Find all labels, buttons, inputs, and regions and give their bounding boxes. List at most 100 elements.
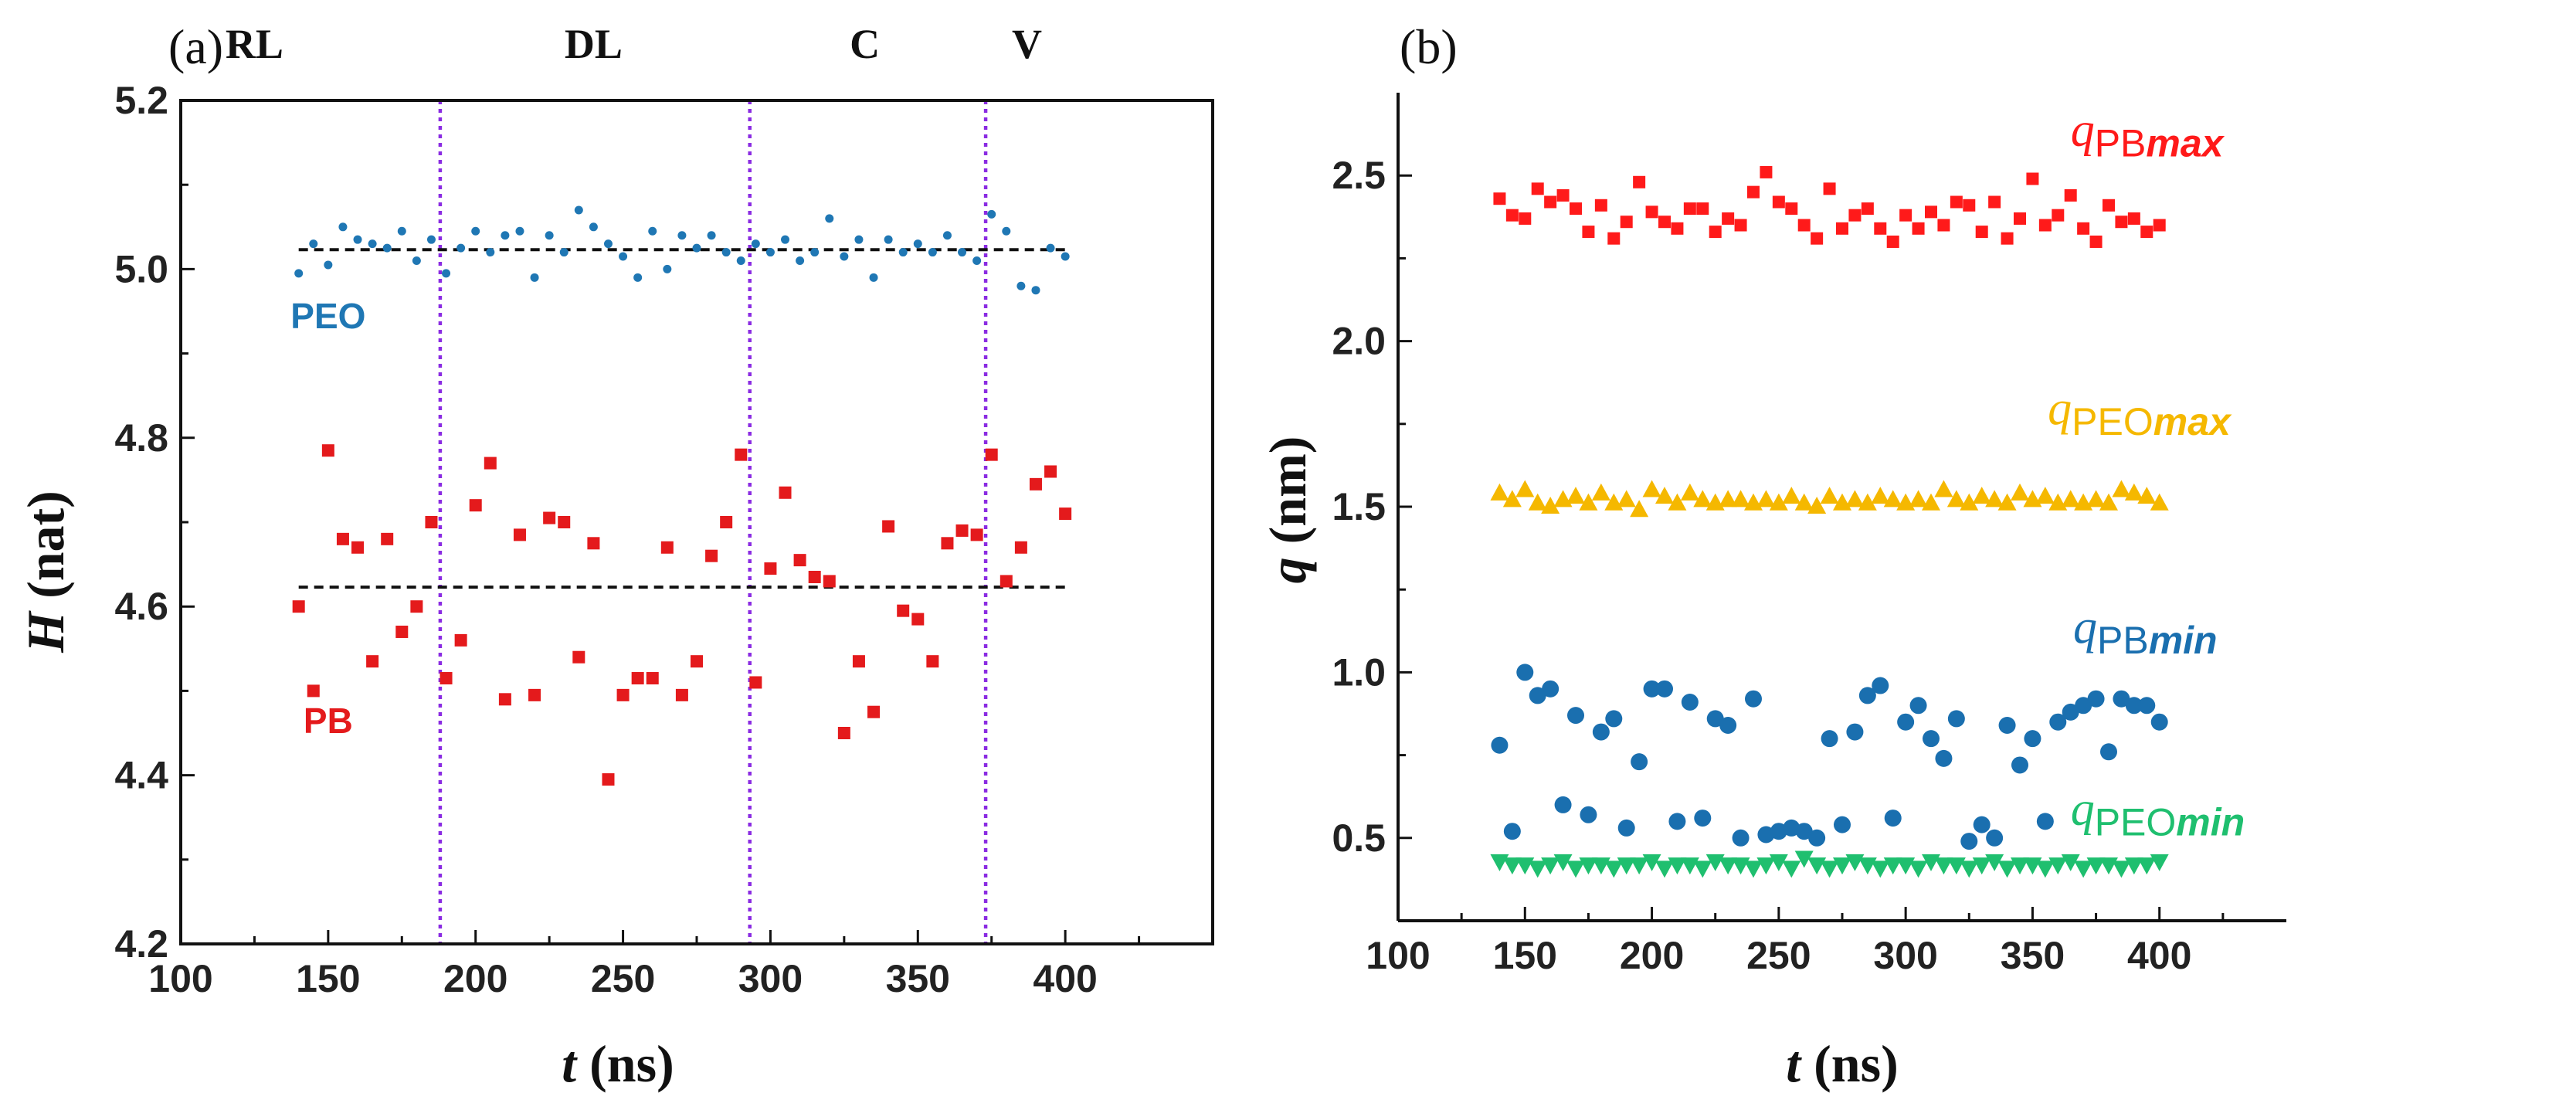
y-tick-label: 2.5 (1332, 154, 1386, 197)
point-peo (958, 248, 967, 257)
point-qpeomax (2124, 483, 2143, 501)
point-qpeomax (1871, 487, 1890, 504)
point-qpbmax (1493, 192, 1506, 205)
point-qpbmin (1605, 710, 1623, 728)
y-axis-title: H (nat) (16, 491, 75, 653)
x-tick-label: 100 (148, 957, 212, 1000)
point-pb (1014, 541, 1027, 554)
point-pb (587, 537, 600, 550)
point-peo (633, 273, 643, 282)
point-peo (1016, 281, 1026, 290)
point-qpbmin (1694, 810, 1712, 827)
point-qpbmax (2038, 219, 2052, 232)
point-qpbmin (1745, 690, 1762, 708)
point-qpbmin (1846, 723, 1864, 741)
point-qpeomin (2035, 861, 2055, 878)
series-label-pb: PB (304, 701, 353, 741)
point-qpbmax (1823, 182, 1836, 195)
point-qpeomin (1719, 857, 1738, 875)
point-qpbmax (2103, 199, 2115, 212)
point-peo (751, 239, 760, 249)
point-peo (456, 243, 466, 253)
point-qpbmax (1950, 195, 1963, 209)
point-qpeomin (1871, 861, 1890, 878)
x-tick-label: 400 (1033, 957, 1097, 1000)
point-peo (1031, 286, 1040, 295)
point-qpeomin (1883, 857, 1902, 875)
point-qpbmax (1937, 219, 1950, 232)
point-peo (721, 248, 731, 257)
series-label-qpeomax: qPEOmax (2048, 382, 2232, 443)
x-axis-title: t (ns) (562, 1034, 674, 1093)
point-pb (1000, 575, 1013, 588)
point-qpbmax (1760, 165, 1773, 178)
point-qpbmin (1986, 829, 2004, 847)
point-pb (1029, 477, 1042, 491)
point-qpeomax (1541, 497, 1560, 514)
point-qpeomax (2150, 493, 2169, 511)
point-qpbmax (1582, 226, 1595, 239)
point-qpeomin (1566, 861, 1585, 878)
point-qpbmax (2140, 226, 2153, 239)
series-label-sub-italic: min (2176, 801, 2245, 844)
point-pb (454, 633, 467, 647)
x-tick-label: 150 (1493, 934, 1557, 977)
point-qpeomax (1668, 493, 1687, 511)
point-pb (1059, 507, 1072, 521)
point-pb (985, 448, 998, 461)
point-qpbmin (1960, 833, 1978, 850)
point-qpbmin (2150, 713, 2168, 731)
point-qpeomax (1693, 490, 1712, 507)
point-pb (823, 575, 836, 588)
point-qpbmax (1570, 202, 1582, 216)
point-qpeomax (1946, 490, 1966, 507)
point-qpeomax (1502, 490, 1522, 507)
point-qpeomin (1604, 861, 1624, 878)
point-peo (545, 231, 554, 240)
point-qpbmin (2113, 690, 2130, 708)
point-qpbmin (1897, 713, 1915, 731)
point-pb (735, 448, 748, 461)
point-qpeomax (2137, 487, 2157, 504)
point-qpbmin (1935, 749, 1953, 767)
point-qpbmin (1554, 796, 1572, 813)
point-qpeomin (1744, 861, 1763, 878)
point-pb (660, 541, 674, 554)
point-peo (928, 248, 937, 257)
point-qpbmax (1709, 226, 1722, 239)
point-peo (692, 243, 701, 253)
y-tick-label: 4.4 (114, 754, 168, 797)
point-qpeomax (1997, 493, 2017, 511)
point-qpbmin (1592, 723, 1610, 741)
point-peo (854, 235, 864, 244)
point-qpeomax (2011, 483, 2029, 501)
x-tick-label: 400 (2127, 934, 2191, 977)
point-qpbmax (2026, 172, 2039, 185)
point-qpbmin (2062, 703, 2079, 721)
point-qpbmin (1872, 677, 1889, 694)
point-peo (338, 222, 348, 232)
data-points (292, 205, 1072, 786)
point-qpeomax (1782, 487, 1801, 504)
point-pb (351, 541, 365, 554)
point-qpeomin (1553, 854, 1573, 871)
point-qpbmax (1734, 219, 1747, 232)
point-qpbmin (1923, 730, 1940, 748)
point-pb (498, 693, 511, 706)
x-tick-label: 150 (296, 957, 360, 1000)
point-peo (530, 273, 539, 282)
point-qpbmin (1706, 710, 1724, 728)
point-qpbmin (2011, 756, 2028, 774)
y-axis-title: q (nm) (1258, 436, 1317, 584)
point-qpbmax (2115, 216, 2128, 229)
point-qpbmin (1719, 717, 1737, 735)
panel-a: (a) RL DL C V PEO PB 100 150 200 250 300 350 400 4.… (16, 19, 1214, 1093)
point-peo (677, 231, 687, 240)
point-qpeomax (1579, 493, 1598, 511)
point-qpeomax (1630, 500, 1649, 518)
point-qpbmin (2036, 813, 2054, 830)
point-qpeomin (1541, 857, 1560, 875)
point-qpbmin (1668, 813, 1686, 830)
y-tick-label: 5.0 (114, 247, 168, 290)
point-qpbmin (1542, 680, 1560, 698)
